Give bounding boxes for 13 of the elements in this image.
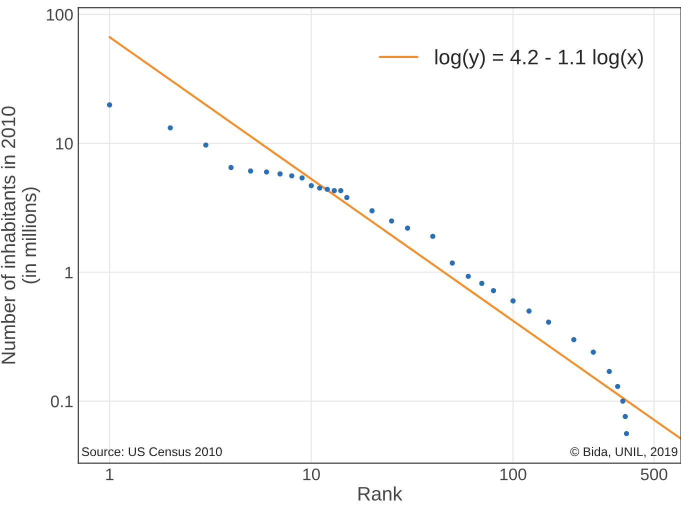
y-tick-label: 0.1 bbox=[50, 396, 73, 408]
annotation: © Bida, UNIL, 2019 bbox=[570, 446, 678, 458]
x-tick-label: 10 bbox=[303, 468, 320, 480]
x-tick-label: 100 bbox=[500, 468, 526, 480]
x-tick-label: 500 bbox=[640, 468, 668, 480]
x-tick-label: 1 bbox=[106, 468, 114, 480]
y-tick-label: 10 bbox=[56, 138, 73, 150]
legend-label: log(y) = 4.2 - 1.1 log(x) bbox=[435, 49, 643, 69]
y-axis-title: Number of inhabitants in 2010 (in millions) bbox=[1, 106, 40, 364]
x-axis-title: Rank bbox=[358, 486, 402, 501]
y-tick-label: 100 bbox=[46, 8, 73, 21]
y-tick-label: 1 bbox=[65, 266, 73, 278]
annotation: Source: US Census 2010 bbox=[82, 447, 222, 456]
